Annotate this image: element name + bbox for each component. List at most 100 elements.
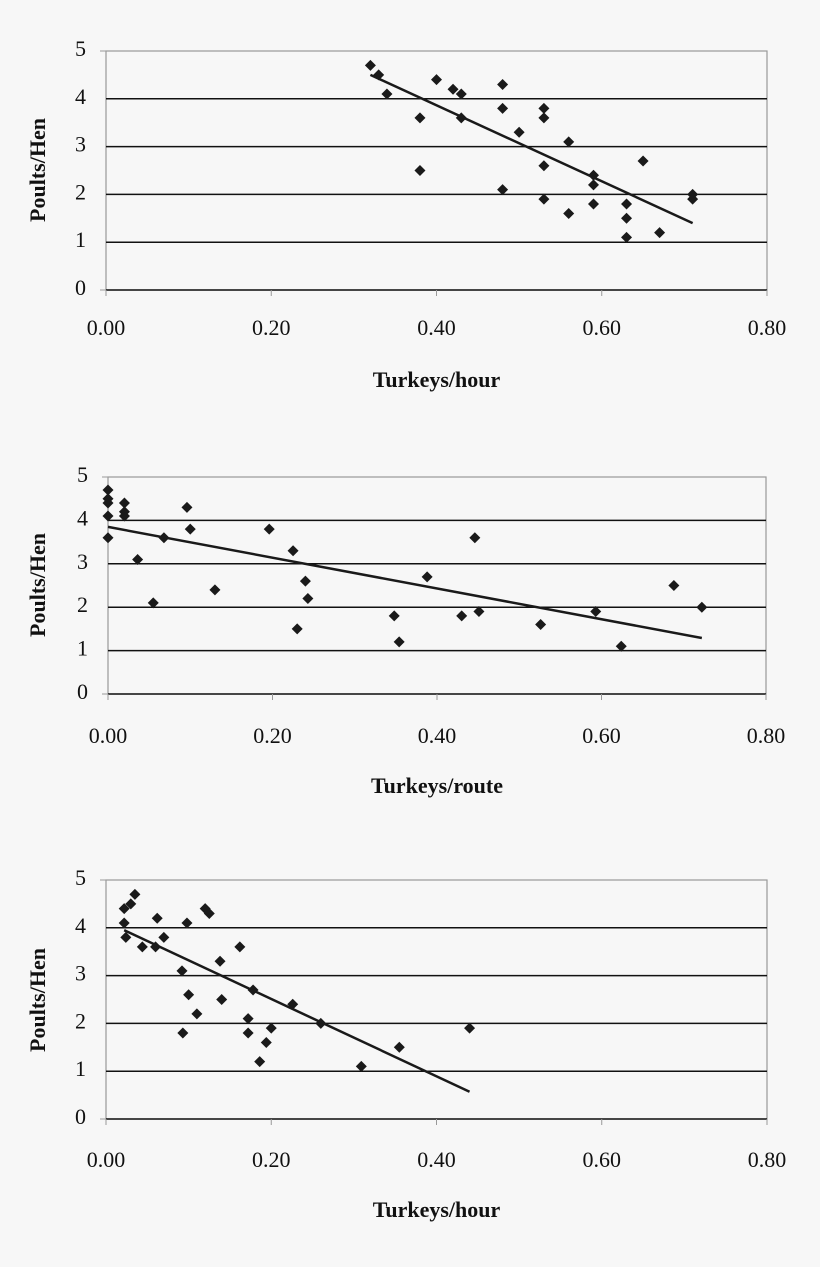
x-tick-label: 0.40 [417,1147,456,1172]
point [147,597,159,609]
point [184,523,196,535]
point [260,1037,272,1049]
point [118,497,130,509]
point [497,102,509,114]
point [291,623,303,635]
y-tick-label: 2 [75,1008,86,1033]
point [381,88,393,100]
point [414,165,426,176]
point [102,484,114,496]
y-tick-label: 3 [75,132,86,157]
point [421,571,433,583]
plot-frame [105,50,768,291]
point [431,74,442,86]
x-tick-label: 0.60 [583,315,622,340]
point [637,155,649,167]
point [125,898,137,910]
point [181,501,193,513]
point [469,532,481,544]
point [513,126,525,138]
y-axis-title: Poults/Hen [25,533,50,637]
point [473,606,485,618]
point [414,112,426,124]
point [181,917,193,929]
point [203,907,215,919]
y-tick-label: 1 [75,1056,86,1081]
point [191,1008,203,1020]
point [254,1056,266,1068]
point [242,1027,254,1039]
y-tick-label: 0 [77,679,88,704]
point [364,59,376,71]
x-tick-label: 0.00 [89,723,128,748]
x-tick-label: 0.80 [747,723,786,748]
point [118,903,130,915]
x-tick-label: 0.60 [583,1147,622,1172]
point [176,965,188,977]
point [102,497,114,509]
point [497,78,509,90]
point [287,545,299,557]
y-tick-label: 5 [75,865,86,890]
point [497,184,509,196]
y-tick-label: 2 [77,592,88,617]
point [158,931,170,943]
x-axis-title: Turkeys/hour [373,1197,501,1222]
plot-frame [107,476,767,695]
point [355,1060,367,1072]
point [563,208,575,220]
point [132,553,144,565]
point [587,179,599,191]
y-tick-label: 4 [75,913,86,938]
plot-frame [105,879,768,1120]
point [621,198,633,210]
y-tick-label: 3 [77,549,88,574]
point [535,619,547,631]
point [216,994,228,1005]
point [621,231,633,243]
x-axis-title: Turkeys/hour [373,367,501,392]
y-tick-label: 1 [77,636,88,661]
y-axis-title: Poults/Hen [25,118,50,222]
trendline [369,73,694,225]
point [393,1041,405,1053]
x-tick-label: 0.20 [253,723,292,748]
point [302,593,314,605]
point [209,584,221,596]
x-axis-title: Turkeys/route [371,773,503,798]
point [299,575,311,587]
y-tick-label: 0 [75,1104,86,1129]
point [118,917,130,929]
point [464,1022,476,1034]
point [120,931,132,943]
point [214,955,226,967]
point [234,941,246,953]
point [538,112,550,124]
x-tick-label: 0.20 [252,315,291,340]
trendline [123,929,471,1093]
point [654,227,666,239]
point [668,580,680,591]
y-tick-label: 0 [75,275,86,300]
x-tick-label: 0.00 [87,315,126,340]
x-tick-label: 0.80 [748,315,787,340]
point [136,941,148,953]
point [102,510,114,522]
point [263,523,275,535]
x-tick-label: 0.20 [252,1147,291,1172]
x-tick-label: 0.60 [582,723,621,748]
y-axis-title: Poults/Hen [25,948,50,1052]
point [447,83,459,95]
point [687,193,699,205]
y-tick-label: 4 [77,505,88,530]
point [151,912,163,924]
point [696,601,708,613]
point [538,193,550,205]
y-tick-label: 1 [75,227,86,252]
point [388,610,400,622]
point [563,136,575,148]
point [265,1022,277,1034]
point [393,636,405,648]
